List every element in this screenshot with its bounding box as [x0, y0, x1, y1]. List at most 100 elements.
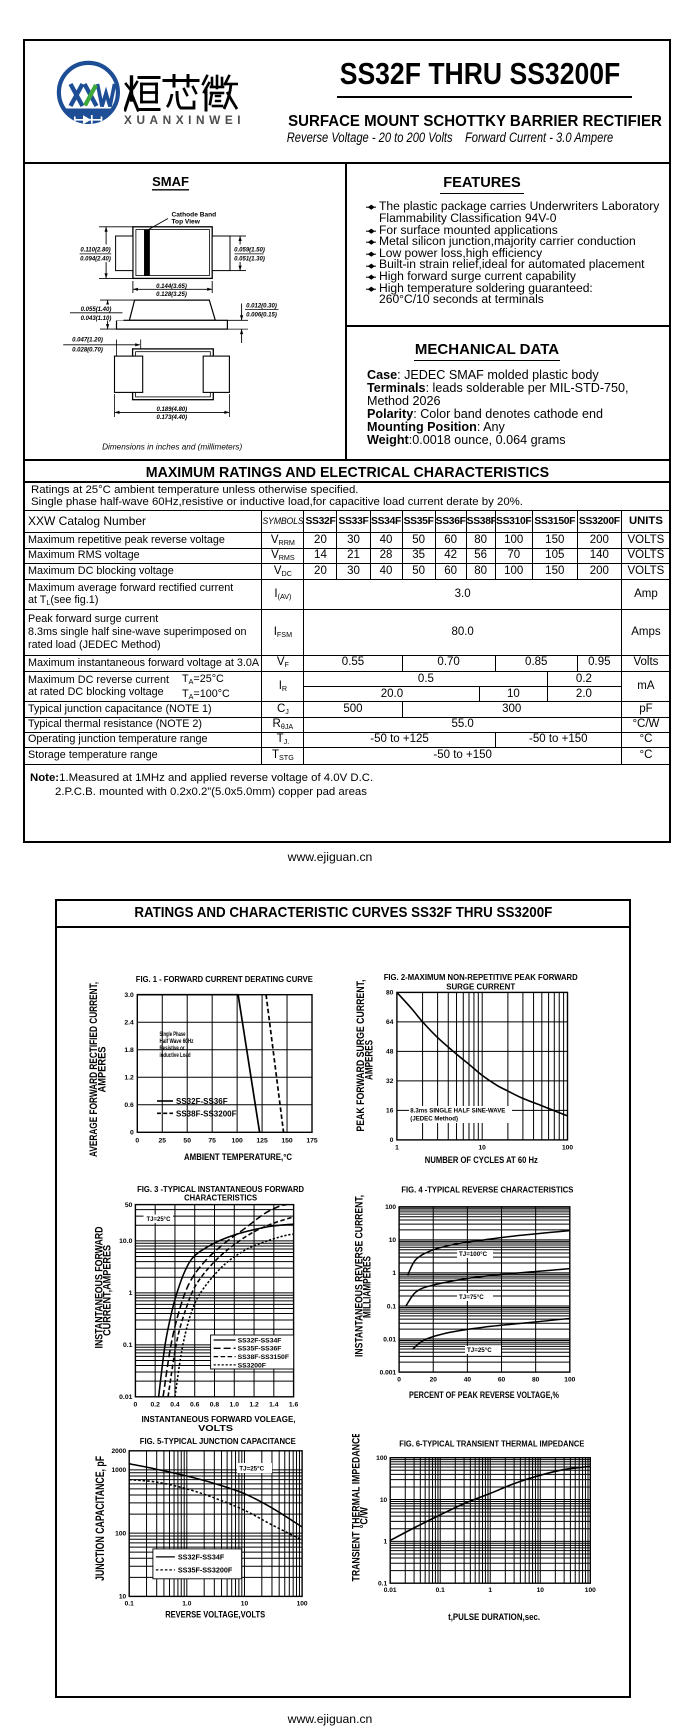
- svg-text:Resistive or: Resistive or: [160, 1045, 185, 1052]
- svg-text:SS38F-SS3150F: SS38F-SS3150F: [238, 1354, 289, 1361]
- svg-text:TJ=75°C: TJ=75°C: [459, 1294, 484, 1301]
- svg-text:AMBIENT TEMPERATURE,°C: AMBIENT TEMPERATURE,°C: [184, 1152, 293, 1162]
- svg-text:FIG. 1 - FORWARD CURRENT DERAT: FIG. 1 - FORWARD CURRENT DERATING CURVE: [136, 974, 313, 984]
- svg-text:1.0: 1.0: [230, 1401, 240, 1408]
- svg-text:TRANSIENT THERMAL IMPEDANCE,: TRANSIENT THERMAL IMPEDANCE,: [350, 1434, 362, 1582]
- svg-text:60: 60: [498, 1377, 506, 1384]
- svg-text:0.006(0.15): 0.006(0.15): [246, 312, 277, 318]
- svg-text:FIG. 4 -TYPICAL REVERSE CHARAC: FIG. 4 -TYPICAL REVERSE CHARACTERISTICS: [401, 1185, 573, 1195]
- svg-text:INSTANTANEOUS FORWARD: INSTANTANEOUS FORWARD: [94, 1226, 106, 1348]
- svg-text:Single Phase: Single Phase: [160, 1031, 186, 1038]
- svg-text:1.2: 1.2: [124, 1075, 134, 1082]
- svg-text:0.8: 0.8: [210, 1401, 220, 1408]
- svg-text:1: 1: [384, 1539, 388, 1546]
- svg-text:3.0: 3.0: [124, 992, 134, 999]
- svg-text:32: 32: [386, 1078, 394, 1085]
- svg-text:10: 10: [241, 1600, 249, 1607]
- svg-text:FIG. 3 -TYPICAL INSTANTANEOUS: FIG. 3 -TYPICAL INSTANTANEOUS FORWARD: [137, 1184, 304, 1194]
- svg-text:TJ=25°C: TJ=25°C: [147, 1217, 172, 1223]
- svg-text:SS38F-SS3200F: SS38F-SS3200F: [176, 1109, 237, 1118]
- svg-text:AMPERES: AMPERES: [364, 1040, 376, 1080]
- svg-text:0.059(1.50): 0.059(1.50): [234, 247, 265, 253]
- svg-text:SURGE CURRENT: SURGE CURRENT: [446, 982, 516, 992]
- svg-text:1: 1: [488, 1587, 492, 1594]
- svg-text:0.6: 0.6: [190, 1401, 200, 1408]
- svg-text:SS32F-SS34F: SS32F-SS34F: [178, 1553, 225, 1562]
- svg-text:20: 20: [430, 1377, 438, 1384]
- svg-text:0.012(0.30): 0.012(0.30): [246, 304, 277, 310]
- svg-text:CHARACTERISTICS: CHARACTERISTICS: [184, 1193, 257, 1203]
- svg-text:1.6: 1.6: [289, 1401, 299, 1408]
- svg-text:50: 50: [183, 1137, 191, 1144]
- svg-text:PEAK FORWARD SURGE CURRENT,: PEAK FORWARD SURGE CURRENT,: [355, 980, 367, 1132]
- svg-text:10.0: 10.0: [119, 1238, 132, 1245]
- svg-text:125: 125: [256, 1137, 268, 1144]
- svg-text:SS32F-SS36F: SS32F-SS36F: [176, 1097, 228, 1106]
- svg-text:0.01: 0.01: [383, 1336, 396, 1343]
- svg-text:100: 100: [297, 1600, 308, 1607]
- svg-text:64: 64: [386, 1019, 394, 1026]
- svg-text:0.189(4.80): 0.189(4.80): [156, 407, 187, 413]
- svg-text:inductive Load: inductive Load: [160, 1052, 191, 1059]
- svg-text:0: 0: [390, 1137, 394, 1144]
- svg-text:10: 10: [479, 1144, 487, 1151]
- svg-text:SS3200F: SS3200F: [238, 1362, 266, 1369]
- svg-text:100: 100: [115, 1530, 126, 1537]
- svg-text:1.0: 1.0: [182, 1600, 191, 1607]
- svg-text:0.001: 0.001: [380, 1369, 397, 1376]
- svg-text:75: 75: [208, 1137, 216, 1144]
- svg-text:10: 10: [380, 1497, 388, 1504]
- svg-text:40: 40: [464, 1377, 472, 1384]
- svg-text:48: 48: [386, 1049, 394, 1056]
- svg-text:CURRENT,AMPERES: CURRENT,AMPERES: [102, 1245, 114, 1336]
- svg-text:AMPERES: AMPERES: [97, 1047, 109, 1093]
- svg-text:0.1: 0.1: [436, 1587, 445, 1594]
- svg-text:0.4: 0.4: [170, 1401, 180, 1408]
- svg-text:1.8: 1.8: [124, 1047, 134, 1054]
- svg-text:PERCENT OF PEAK REVERSE VOLTAG: PERCENT OF PEAK REVERSE VOLTAGE,%: [409, 1390, 559, 1400]
- svg-text:10: 10: [537, 1587, 545, 1594]
- svg-text:0.051(1.30): 0.051(1.30): [234, 257, 265, 263]
- svg-text:0.1: 0.1: [387, 1303, 396, 1310]
- svg-text:0.144(3.65): 0.144(3.65): [156, 284, 187, 290]
- svg-text:0.01: 0.01: [119, 1394, 132, 1401]
- svg-text:INSTANTANEOUS REVERSE CURRENT,: INSTANTANEOUS REVERSE CURRENT,: [353, 1195, 365, 1357]
- svg-text:2.4: 2.4: [124, 1020, 134, 1027]
- svg-text:0.6: 0.6: [124, 1102, 134, 1109]
- svg-text:1: 1: [395, 1144, 399, 1151]
- svg-text:80: 80: [532, 1377, 540, 1384]
- svg-text:16: 16: [386, 1108, 394, 1115]
- svg-text:0.1: 0.1: [125, 1600, 134, 1607]
- svg-text:VOLTS: VOLTS: [198, 1423, 233, 1433]
- svg-text:0.1: 0.1: [378, 1581, 387, 1588]
- svg-text:1: 1: [129, 1290, 133, 1297]
- svg-text:0.055(1.40): 0.055(1.40): [81, 307, 112, 313]
- svg-text:0.01: 0.01: [384, 1587, 397, 1594]
- svg-text:175: 175: [306, 1137, 318, 1144]
- svg-text:0.110(2.80): 0.110(2.80): [80, 247, 110, 253]
- svg-text:AVERAGE FORWARD RECTIFIED CURR: AVERAGE FORWARD RECTIFIED CURRENT,: [88, 982, 100, 1157]
- svg-text:100: 100: [385, 1204, 396, 1211]
- svg-text:SS35F-SS36F: SS35F-SS36F: [238, 1346, 282, 1353]
- svg-text:0.043(1.10): 0.043(1.10): [81, 316, 112, 322]
- svg-text:0: 0: [397, 1377, 401, 1384]
- svg-text:100: 100: [564, 1377, 575, 1384]
- svg-text:50: 50: [125, 1202, 133, 1209]
- svg-text:REVERSE VOLTAGE,VOLTS: REVERSE VOLTAGE,VOLTS: [165, 1610, 265, 1620]
- svg-text:TJ=100°C: TJ=100°C: [459, 1251, 488, 1258]
- svg-text:t,PULSE DURATION,sec.: t,PULSE DURATION,sec.: [448, 1612, 540, 1622]
- svg-text:INSTANTANEOUS FORWARD VOLEAGE,: INSTANTANEOUS FORWARD VOLEAGE,: [142, 1414, 296, 1424]
- svg-text:SS35F-SS3200F: SS35F-SS3200F: [178, 1566, 233, 1575]
- svg-text:°C/W: °C/W: [359, 1507, 371, 1529]
- svg-text:Cathode Band: Cathode Band: [172, 212, 217, 219]
- svg-text:FIG. 6-TYPICAL TRANSIENT THERM: FIG. 6-TYPICAL TRANSIENT THERMAL IMPEDAN…: [399, 1439, 584, 1449]
- svg-text:0.094(2.40): 0.094(2.40): [80, 257, 111, 263]
- svg-text:MILLIAMPERES: MILLIAMPERES: [362, 1256, 374, 1318]
- svg-text:100: 100: [585, 1587, 596, 1594]
- svg-text:0.028(0.70): 0.028(0.70): [72, 348, 103, 354]
- svg-text:80: 80: [386, 990, 394, 997]
- svg-text:Half Wave 60Hz: Half Wave 60Hz: [160, 1038, 194, 1045]
- svg-text:0.047(1.20): 0.047(1.20): [72, 338, 103, 344]
- svg-text:0: 0: [134, 1401, 138, 1408]
- svg-text:(JEDEC Method): (JEDEC Method): [410, 1116, 458, 1123]
